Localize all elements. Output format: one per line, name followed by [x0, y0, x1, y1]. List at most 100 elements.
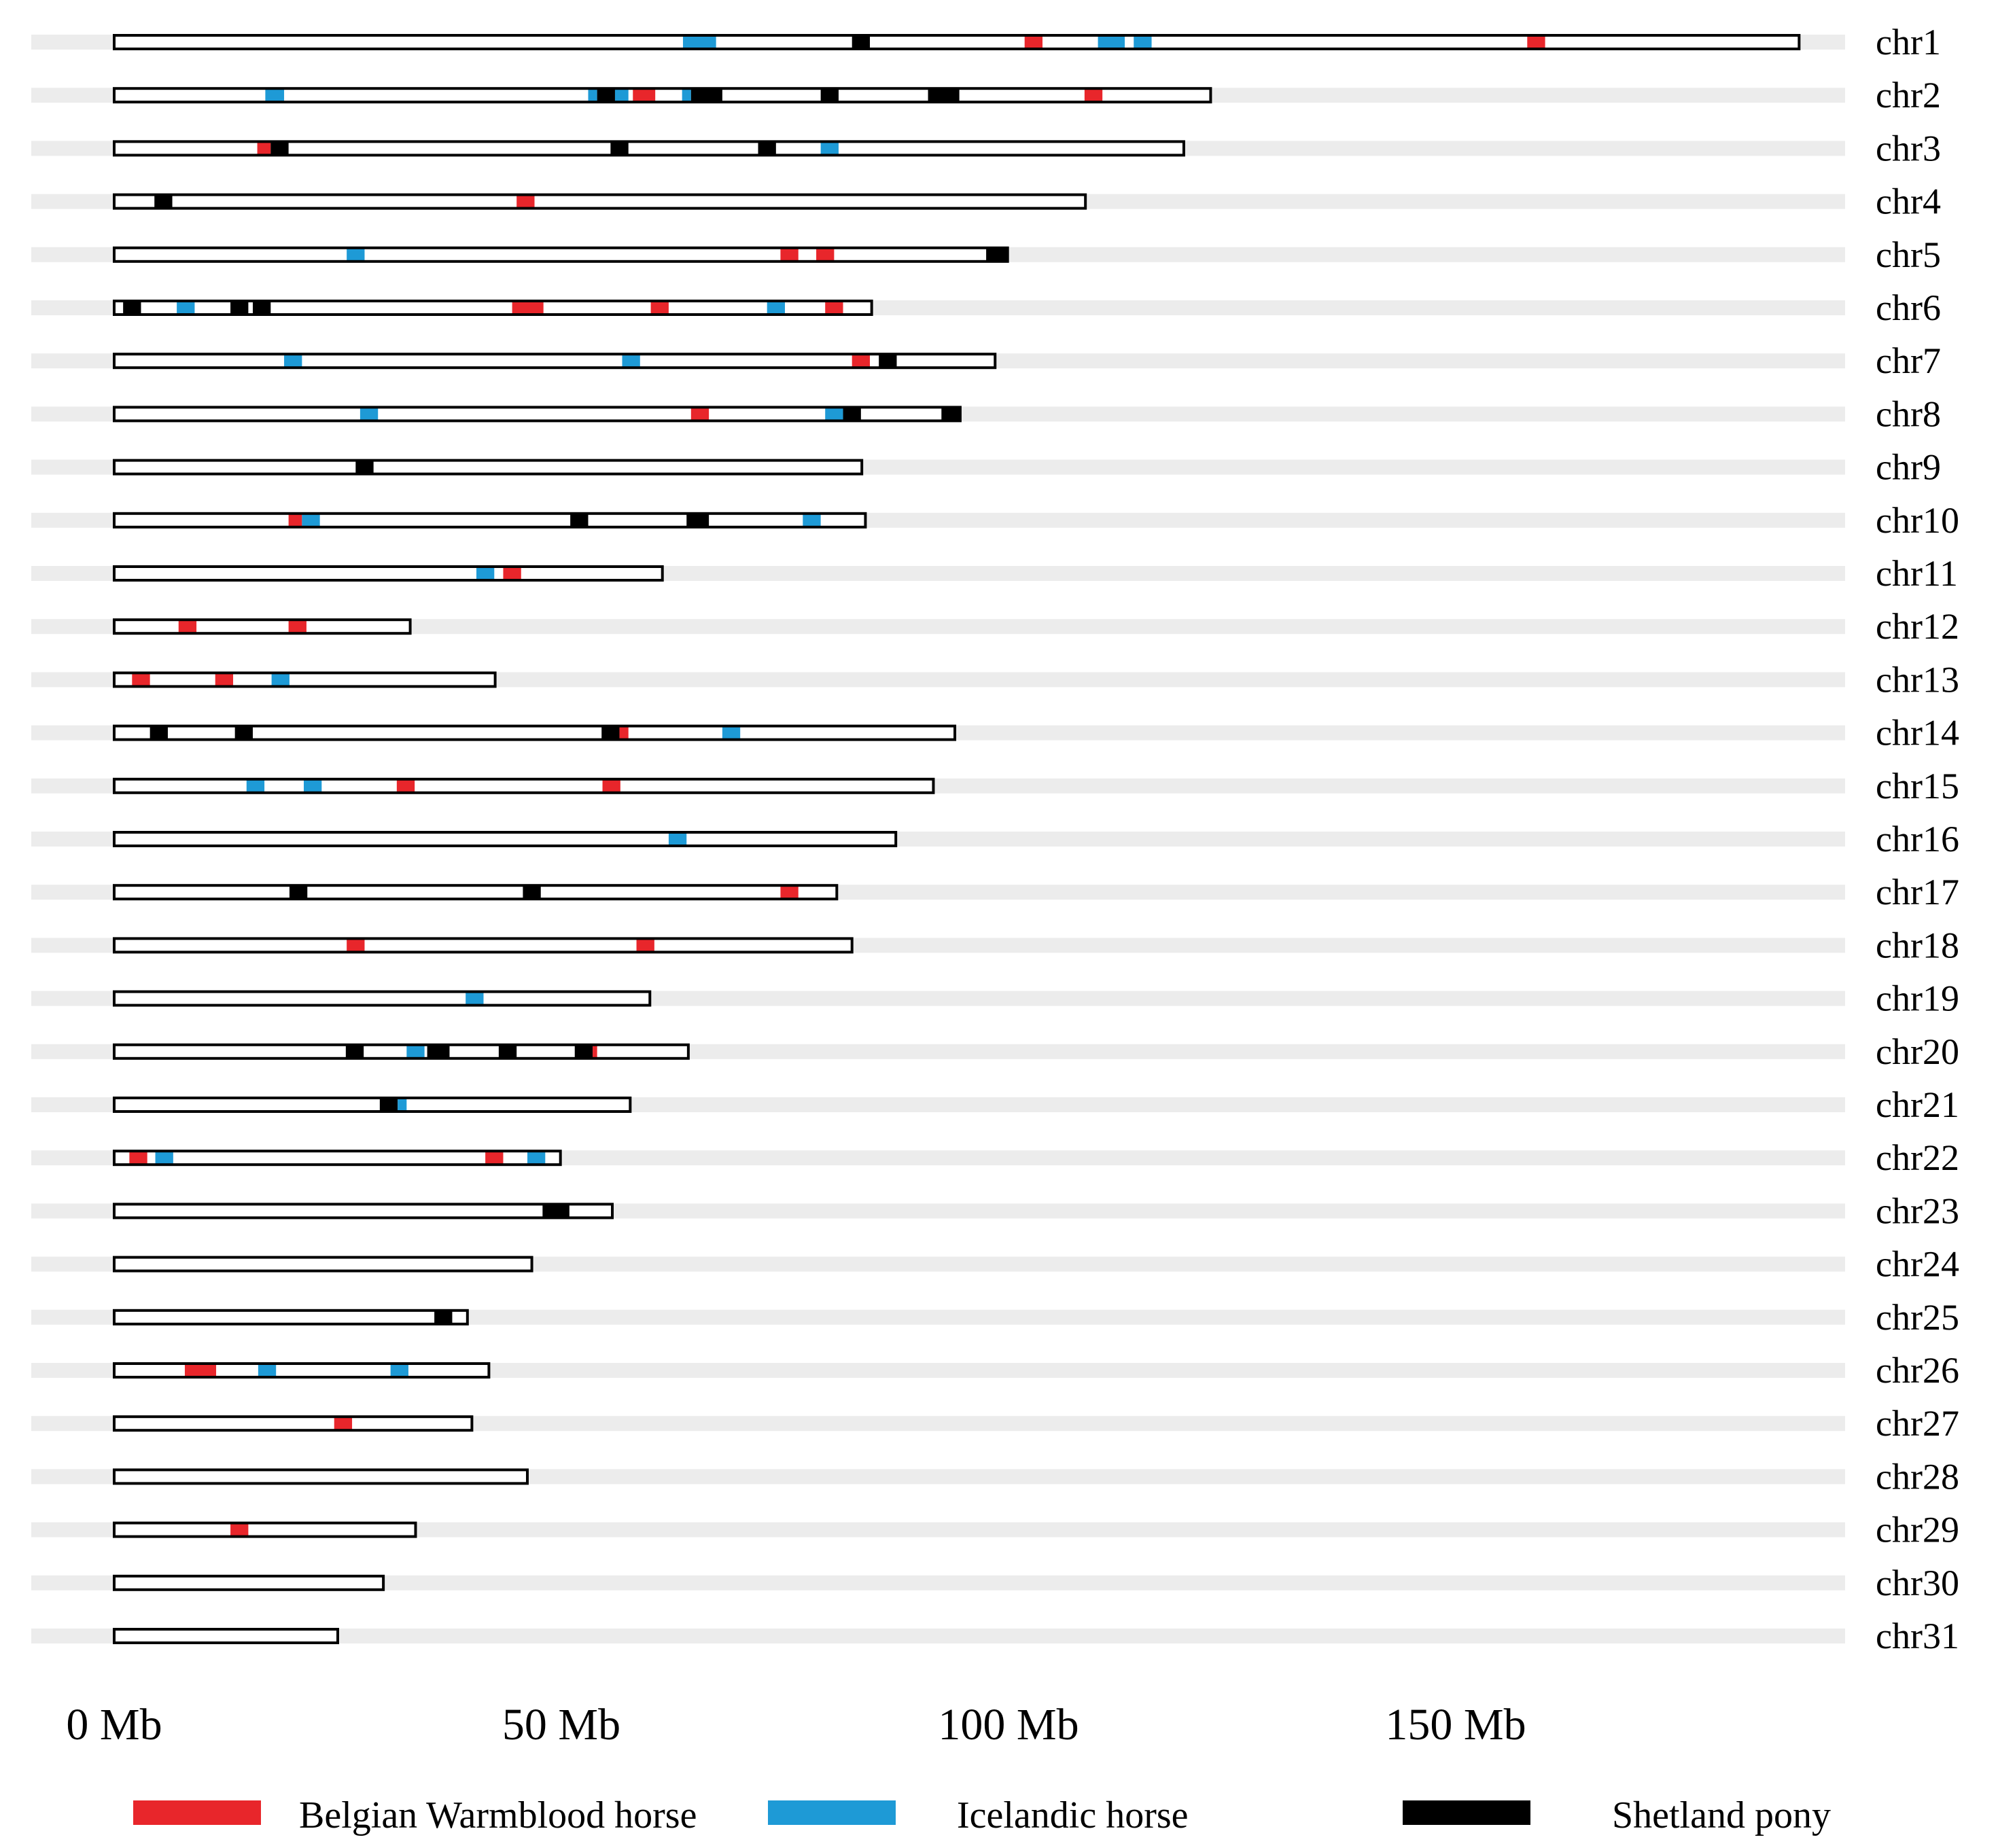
chromosome-row-chr11: chr11: [31, 553, 1958, 594]
chromosome-outline: [113, 831, 898, 847]
chromosome-body: [114, 567, 663, 580]
region-belgian-warmblood-horse: [347, 938, 365, 953]
region-shetland-pony: [610, 141, 629, 156]
legend-swatch: [768, 1800, 896, 1825]
chromosome-label: chr14: [1876, 713, 1959, 753]
chromosome-label: chr4: [1876, 181, 1941, 222]
region-shetland-pony: [289, 885, 308, 900]
region-shetland-pony: [820, 88, 839, 103]
chromosome-body: [114, 885, 837, 900]
chromosome-row-chr29: chr29: [31, 1510, 1959, 1550]
region-shetland-pony: [345, 1044, 364, 1059]
x-axis: 0 Mb 50 Mb 100 Mb 150 Mb: [66, 1700, 1526, 1749]
region-shetland-pony: [123, 301, 141, 315]
chromosome-row-chr1: chr1: [31, 22, 1941, 63]
chromosome-body: [114, 832, 896, 846]
chromosome-row-chr15: chr15: [31, 766, 1959, 806]
x-tick-label: 100 Mb: [938, 1700, 1079, 1749]
chromosome-row-chr13: chr13: [31, 659, 1959, 700]
chromosome-outline: [113, 1415, 474, 1432]
chromosome-row-chr20: chr20: [31, 1031, 1959, 1072]
chromosome-outline: [113, 1574, 385, 1591]
region-icelandic-horse: [155, 1151, 173, 1165]
chromosome-outline: [113, 671, 497, 688]
chromosome-row-chr19: chr19: [31, 978, 1959, 1019]
chromosome-row-chr21: chr21: [31, 1084, 1959, 1125]
legend-item: Belgian Warmblood horse: [133, 1794, 697, 1836]
chromosome-body: [114, 513, 866, 527]
region-icelandic-horse: [466, 991, 484, 1006]
chromosome-label: chr5: [1876, 234, 1941, 275]
region-icelandic-horse: [271, 673, 290, 687]
region-icelandic-horse: [284, 354, 302, 368]
chromosome-outline: [113, 777, 935, 794]
region-icelandic-horse: [803, 513, 821, 527]
chromosome-label: chr30: [1876, 1563, 1959, 1603]
chromosome-body: [114, 1470, 527, 1484]
chromosome-row-chr8: chr8: [31, 393, 1941, 434]
chromosome-row-chr6: chr6: [31, 287, 1941, 328]
region-belgian-warmblood-horse: [184, 1364, 217, 1377]
track-background: [31, 619, 1845, 635]
region-belgian-warmblood-horse: [129, 1151, 147, 1165]
region-shetland-pony: [941, 407, 960, 421]
chromosome-outline: [113, 1628, 339, 1644]
region-belgian-warmblood-horse: [230, 1523, 249, 1537]
region-icelandic-horse: [177, 301, 195, 315]
chromosome-outline: [113, 459, 864, 476]
region-belgian-warmblood-horse: [633, 88, 656, 103]
chromosome-body: [114, 1151, 561, 1165]
region-belgian-warmblood-horse: [334, 1417, 353, 1431]
chromosome-row-chr18: chr18: [31, 925, 1959, 965]
chromosome-label: chr16: [1876, 819, 1959, 859]
region-shetland-pony: [252, 301, 271, 315]
chromosome-outline: [113, 246, 1009, 263]
region-belgian-warmblood-horse: [396, 779, 415, 793]
legend-swatch: [1403, 1800, 1530, 1825]
chromosome-outline: [113, 34, 1801, 50]
chromosome-body: [114, 35, 1800, 49]
region-belgian-warmblood-horse: [650, 301, 669, 315]
chromosome-row-chr4: chr4: [31, 181, 1941, 222]
chromosome-body: [114, 673, 495, 687]
region-icelandic-horse: [265, 88, 285, 103]
chromosome-label: chr12: [1876, 606, 1959, 647]
chromosome-body: [114, 620, 410, 634]
chromosome-row-chr22: chr22: [31, 1137, 1959, 1178]
region-icelandic-horse: [303, 779, 322, 793]
chromosome-outline: [113, 724, 957, 741]
region-belgian-warmblood-horse: [516, 194, 535, 209]
chromosome-body: [114, 938, 852, 953]
region-shetland-pony: [601, 726, 620, 740]
region-belgian-warmblood-horse: [816, 247, 835, 262]
region-shetland-pony: [434, 1310, 453, 1324]
chromosome-body: [114, 1629, 338, 1643]
region-icelandic-horse: [258, 1364, 277, 1377]
chromosome-label: chr29: [1876, 1510, 1959, 1550]
chromosome-body: [114, 407, 960, 421]
region-shetland-pony: [690, 88, 722, 103]
chromosome-outline: [113, 1043, 690, 1060]
chromosome-body: [114, 460, 862, 474]
region-belgian-warmblood-horse: [852, 354, 871, 368]
region-belgian-warmblood-horse: [512, 301, 544, 315]
region-shetland-pony: [686, 513, 709, 527]
region-belgian-warmblood-horse: [593, 1044, 597, 1059]
track-background: [31, 1522, 1845, 1538]
region-icelandic-horse: [406, 1044, 425, 1059]
chromosome-row-chr30: chr30: [31, 1563, 1959, 1603]
chromosome-label: chr17: [1876, 872, 1959, 912]
region-belgian-warmblood-horse: [780, 885, 799, 900]
chromosome-body: [114, 1364, 489, 1377]
region-icelandic-horse: [302, 513, 320, 527]
region-shetland-pony: [852, 35, 871, 49]
chromosome-label: chr15: [1876, 766, 1959, 806]
region-icelandic-horse: [1134, 35, 1152, 49]
chromosome-row-chr2: chr2: [31, 75, 1941, 116]
legend-label: Belgian Warmblood horse: [299, 1794, 697, 1836]
region-shetland-pony: [154, 194, 173, 209]
region-belgian-warmblood-horse: [636, 938, 654, 953]
chromosome-label: chr24: [1876, 1244, 1959, 1285]
chromosome-outline: [113, 1097, 632, 1113]
chromosome-label: chr25: [1876, 1297, 1959, 1338]
